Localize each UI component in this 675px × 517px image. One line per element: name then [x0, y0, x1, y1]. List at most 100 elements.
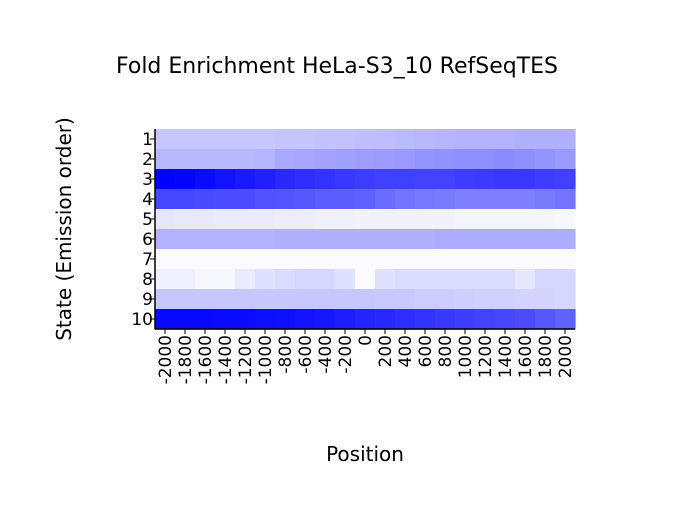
x-tick-label: -1200 [236, 335, 256, 384]
heatmap-cell [495, 249, 516, 270]
heatmap-cell [415, 149, 436, 170]
heatmap-cell [555, 189, 576, 210]
heatmap-cell [435, 149, 456, 170]
heatmap-cell [155, 289, 176, 310]
heatmap-cell [515, 289, 536, 310]
heatmap-cell [555, 309, 576, 330]
x-tick-label: 0 [356, 335, 376, 346]
heatmap-cell [515, 269, 536, 290]
heatmap-cell [535, 289, 556, 310]
heatmap-cell [475, 209, 496, 230]
heatmap-cell [355, 169, 376, 190]
heatmap-cell [315, 169, 336, 190]
heatmap-cell [475, 169, 496, 190]
heatmap-cell [535, 149, 556, 170]
heatmap-cell [455, 229, 476, 250]
heatmap-cell [175, 289, 196, 310]
heatmap-cell [275, 149, 296, 170]
y-tick-label: 1 [142, 130, 153, 150]
heatmap-cell [495, 309, 516, 330]
heatmap-cell [355, 209, 376, 230]
heatmap-cell [555, 169, 576, 190]
heatmap-cell [535, 169, 556, 190]
heatmap-cell [335, 189, 356, 210]
heatmap-cell [215, 169, 236, 190]
heatmap-cell [155, 129, 176, 150]
heatmap-cell [415, 269, 436, 290]
heatmap-cell [235, 129, 256, 150]
heatmap-cell [175, 169, 196, 190]
heatmap-cell [375, 169, 396, 190]
heatmap-cell [415, 169, 436, 190]
heatmap-cell [335, 249, 356, 270]
x-tick-label: 1200 [476, 335, 496, 378]
y-tick-label: 3 [142, 170, 153, 190]
heatmap-cell [435, 169, 456, 190]
heatmap-cell [435, 269, 456, 290]
heatmap-cell [295, 129, 316, 150]
heatmap-cell [475, 129, 496, 150]
heatmap-cell [555, 269, 576, 290]
heatmap-cell [515, 249, 536, 270]
heatmap-cell [475, 309, 496, 330]
y-tick-label: 8 [142, 270, 153, 290]
heatmap-cell [475, 269, 496, 290]
heatmap-cell [415, 129, 436, 150]
x-tick-label: -1800 [176, 335, 196, 384]
chart-title: Fold Enrichment HeLa-S3_10 RefSeqTES [116, 54, 558, 79]
x-tick-label: -800 [276, 335, 296, 374]
heatmap-cell [295, 229, 316, 250]
heatmap-cell [175, 309, 196, 330]
heatmap-cell [495, 189, 516, 210]
heatmap-cell [475, 149, 496, 170]
heatmap-cell [555, 249, 576, 270]
heatmap-cell [355, 149, 376, 170]
heatmap-cell [395, 129, 416, 150]
heatmap-cell [215, 249, 236, 270]
heatmap-cell [535, 129, 556, 150]
x-tick-label: 1800 [536, 335, 556, 378]
heatmap-cell [355, 269, 376, 290]
heatmap-cell [395, 149, 416, 170]
heatmap-cell [355, 289, 376, 310]
heatmap-cell [495, 269, 516, 290]
heatmap-cell [435, 209, 456, 230]
heatmap-cell [555, 209, 576, 230]
heatmap-cell [395, 249, 416, 270]
heatmap-cell [455, 269, 476, 290]
heatmap-cell [215, 289, 236, 310]
heatmap-cell [375, 209, 396, 230]
x-tick-label: -1000 [256, 335, 276, 384]
heatmap-cell [315, 209, 336, 230]
heatmap-cell [195, 289, 216, 310]
heatmap-cell [175, 229, 196, 250]
heatmap-cell [415, 229, 436, 250]
heatmap-cell [235, 209, 256, 230]
heatmap-cell [235, 309, 256, 330]
x-axis-label: Position [326, 442, 404, 466]
heatmap-cell [335, 209, 356, 230]
heatmap-cell [455, 189, 476, 210]
heatmap-cell [315, 229, 336, 250]
y-tick-label: 4 [142, 190, 153, 210]
heatmap-cell [355, 129, 376, 150]
heatmap-cell [395, 309, 416, 330]
heatmap-cell [475, 189, 496, 210]
heatmap-cell [475, 229, 496, 250]
heatmap-cell [255, 209, 276, 230]
heatmap-cell [315, 149, 336, 170]
heatmap-cell [335, 169, 356, 190]
heatmap-cell [435, 129, 456, 150]
heatmap-cell [455, 309, 476, 330]
heatmap-cell [295, 189, 316, 210]
heatmap-cell [475, 249, 496, 270]
heatmap-cell [375, 149, 396, 170]
heatmap-cell [255, 229, 276, 250]
heatmap-cell [295, 289, 316, 310]
x-tick-label: -1400 [216, 335, 236, 384]
heatmap-cell [195, 309, 216, 330]
x-tick-label: 1000 [456, 335, 476, 378]
heatmap-cell [515, 309, 536, 330]
heatmap-cell [295, 249, 316, 270]
heatmap-cell [355, 249, 376, 270]
